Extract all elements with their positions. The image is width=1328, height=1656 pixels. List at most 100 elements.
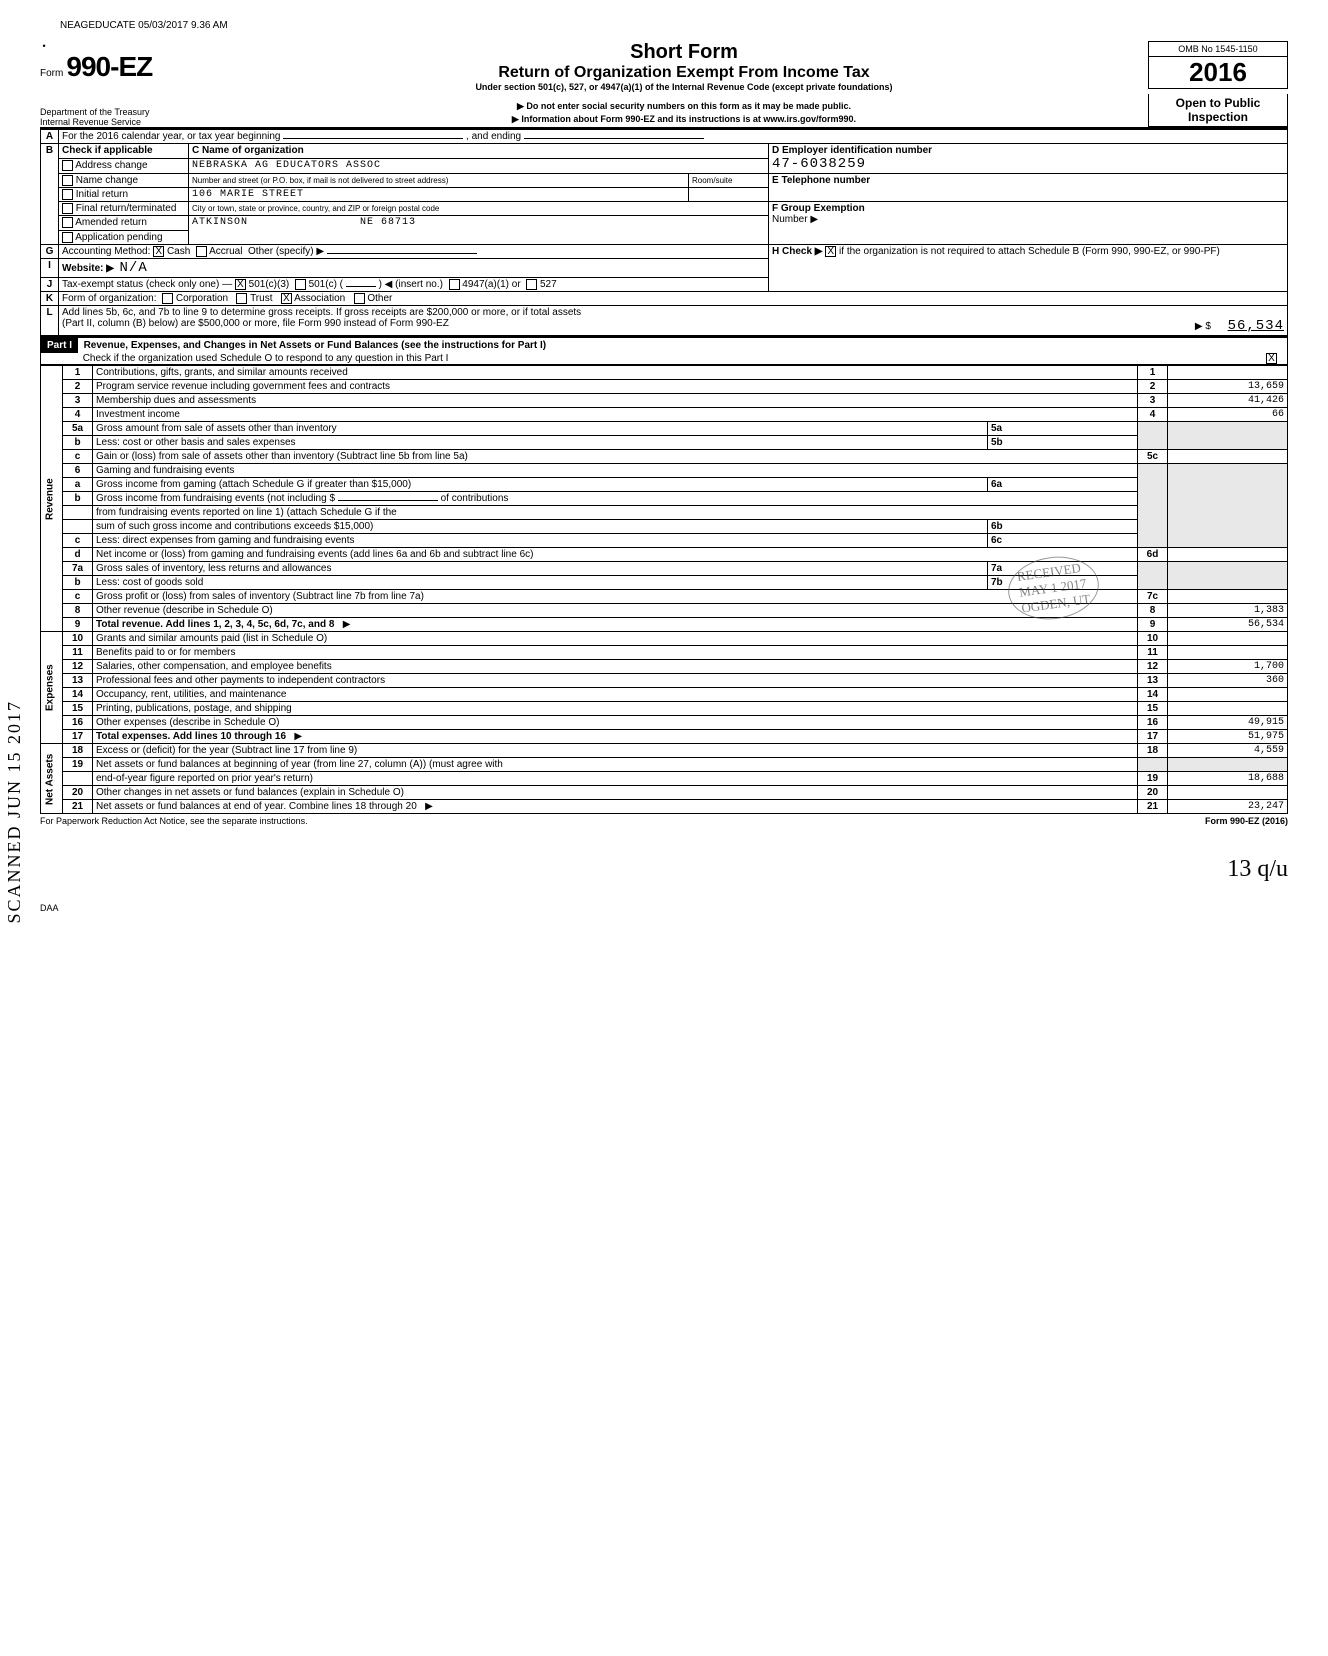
line-1: Contributions, gifts, grants, and simila… bbox=[96, 367, 348, 378]
cb-trust[interactable] bbox=[236, 293, 247, 304]
title-short: Short Form bbox=[220, 41, 1148, 64]
line-4: Investment income bbox=[96, 409, 180, 420]
cb-cash[interactable] bbox=[153, 246, 164, 257]
ein: 47-6038259 bbox=[772, 156, 866, 172]
title-main: Return of Organization Exempt From Incom… bbox=[220, 64, 1148, 82]
section-revenue: Revenue bbox=[41, 366, 63, 632]
open-public-1: Open to Public bbox=[1151, 96, 1285, 110]
cb-final[interactable] bbox=[62, 203, 73, 214]
signature: 13 q/u bbox=[1227, 856, 1288, 882]
c-label: C Name of organization bbox=[192, 145, 304, 156]
line-7b: Less: cost of goods sold bbox=[96, 577, 203, 588]
cb-assoc[interactable] bbox=[281, 293, 292, 304]
j-501c: 501(c) ( bbox=[309, 279, 343, 290]
part-1-check-text: Check if the organization used Schedule … bbox=[83, 353, 449, 364]
line-2: Program service revenue including govern… bbox=[96, 381, 390, 392]
line-5c: Gain or (loss) from sale of assets other… bbox=[96, 451, 468, 462]
line-5a: Gross amount from sale of assets other t… bbox=[96, 423, 337, 434]
cb-527[interactable] bbox=[526, 279, 537, 290]
cb-pending[interactable] bbox=[62, 232, 73, 243]
amt-9: 56,534 bbox=[1168, 618, 1288, 632]
city-label: City or town, state or province, country… bbox=[192, 204, 439, 213]
cb-address-change[interactable] bbox=[62, 160, 73, 171]
k-trust: Trust bbox=[250, 293, 272, 304]
line-19a: Net assets or fund balances at beginning… bbox=[96, 759, 503, 770]
omb-number: OMB No 1545-1150 bbox=[1149, 42, 1287, 57]
j-527: 527 bbox=[540, 279, 557, 290]
line-6b-3: from fundraising events reported on line… bbox=[96, 507, 397, 518]
line-17: Total expenses. Add lines 10 through 16 bbox=[96, 731, 286, 742]
cb-initial[interactable] bbox=[62, 189, 73, 200]
form-prefix: Form bbox=[40, 68, 63, 79]
h-text: if the organization is not required to a… bbox=[839, 246, 1220, 257]
cb-501c[interactable] bbox=[295, 279, 306, 290]
part-1-label: Part I bbox=[41, 338, 78, 353]
amt-8: 1,383 bbox=[1168, 604, 1288, 618]
line-13: Professional fees and other payments to … bbox=[96, 675, 385, 686]
amt-13: 360 bbox=[1168, 674, 1288, 688]
org-name: NEBRASKA AG EDUCATORS ASSOC bbox=[189, 158, 769, 173]
l-arrow: ▶ $ bbox=[1195, 321, 1211, 332]
g-accrual: Accrual bbox=[209, 246, 242, 257]
cb-4947[interactable] bbox=[449, 279, 460, 290]
daa-mark: DAA bbox=[40, 903, 1288, 913]
addr-label: Number and street (or P.O. box, if mail … bbox=[192, 176, 448, 185]
g-label: Accounting Method: bbox=[62, 246, 150, 257]
g-other: Other (specify) ▶ bbox=[248, 246, 324, 257]
website: N/A bbox=[120, 260, 148, 276]
line-18: Excess or (deficit) for the year (Subtra… bbox=[96, 745, 357, 756]
line-a-text: For the 2016 calendar year, or tax year … bbox=[62, 131, 280, 142]
k-corp: Corporation bbox=[176, 293, 228, 304]
cb-corp[interactable] bbox=[162, 293, 173, 304]
j-insert: ) ◀ (insert no.) bbox=[379, 279, 443, 290]
f-label-2: Number ▶ bbox=[772, 214, 818, 225]
f-label: F Group Exemption bbox=[772, 203, 865, 214]
title-under: Under section 501(c), 527, or 4947(a)(1)… bbox=[220, 82, 1148, 92]
b-address-change: Address change bbox=[75, 160, 147, 171]
line-7c: Gross profit or (loss) from sales of inv… bbox=[96, 591, 424, 602]
line-16: Other expenses (describe in Schedule O) bbox=[96, 717, 279, 728]
b-final: Final return/terminated bbox=[76, 203, 177, 214]
l-amount: 56,534 bbox=[1228, 318, 1284, 334]
e-label: E Telephone number bbox=[772, 175, 870, 186]
line-6b-2: of contributions bbox=[441, 493, 509, 504]
dept-line-1: Department of the Treasury bbox=[40, 107, 220, 117]
open-public-2: Inspection bbox=[1151, 110, 1285, 124]
notice-1: ▶ Do not enter social security numbers o… bbox=[220, 101, 1148, 112]
cb-name-change[interactable] bbox=[62, 175, 73, 186]
line-3: Membership dues and assessments bbox=[96, 395, 256, 406]
line-7a: Gross sales of inventory, less returns a… bbox=[96, 563, 331, 574]
b-initial: Initial return bbox=[76, 189, 128, 200]
room-label: Room/suite bbox=[692, 176, 732, 185]
city: ATKINSON bbox=[192, 217, 248, 228]
print-timestamp: NEAGEDUCATE 05/03/2017 9.36 AM bbox=[60, 20, 1288, 31]
cb-501c3[interactable] bbox=[235, 279, 246, 290]
line-6d: Net income or (loss) from gaming and fun… bbox=[96, 549, 533, 560]
cb-amended[interactable] bbox=[62, 217, 73, 228]
line-15: Printing, publications, postage, and shi… bbox=[96, 703, 292, 714]
i-label: Website: ▶ bbox=[62, 263, 114, 274]
footer-left: For Paperwork Reduction Act Notice, see … bbox=[40, 816, 308, 826]
k-assoc: Association bbox=[294, 293, 345, 304]
form-number: 990-EZ bbox=[66, 51, 152, 82]
amt-4: 66 bbox=[1168, 408, 1288, 422]
line-14: Occupancy, rent, utilities, and maintena… bbox=[96, 689, 286, 700]
cb-schedule-b[interactable] bbox=[825, 246, 836, 257]
cb-sched-o[interactable] bbox=[1266, 353, 1277, 364]
amt-19: 18,688 bbox=[1168, 772, 1288, 786]
form-header: • Form 990-EZ Short Form Return of Organ… bbox=[40, 41, 1288, 92]
line-6: Gaming and fundraising events bbox=[96, 465, 234, 476]
amt-16: 49,915 bbox=[1168, 716, 1288, 730]
amt-18: 4,559 bbox=[1168, 744, 1288, 758]
scanned-stamp: SCANNED JUN 15 2017 bbox=[4, 700, 25, 924]
section-expenses: Expenses bbox=[41, 632, 63, 744]
amt-3: 41,426 bbox=[1168, 394, 1288, 408]
j-4947: 4947(a)(1) or bbox=[462, 279, 520, 290]
line-a-mid: , and ending bbox=[466, 131, 521, 142]
b-pending: Application pending bbox=[75, 232, 162, 243]
cb-other-org[interactable] bbox=[354, 293, 365, 304]
dept-line-2: Internal Revenue Service bbox=[40, 117, 220, 127]
line-21: Net assets or fund balances at end of ye… bbox=[96, 801, 417, 812]
line-8: Other revenue (describe in Schedule O) bbox=[96, 605, 273, 616]
cb-accrual[interactable] bbox=[196, 246, 207, 257]
